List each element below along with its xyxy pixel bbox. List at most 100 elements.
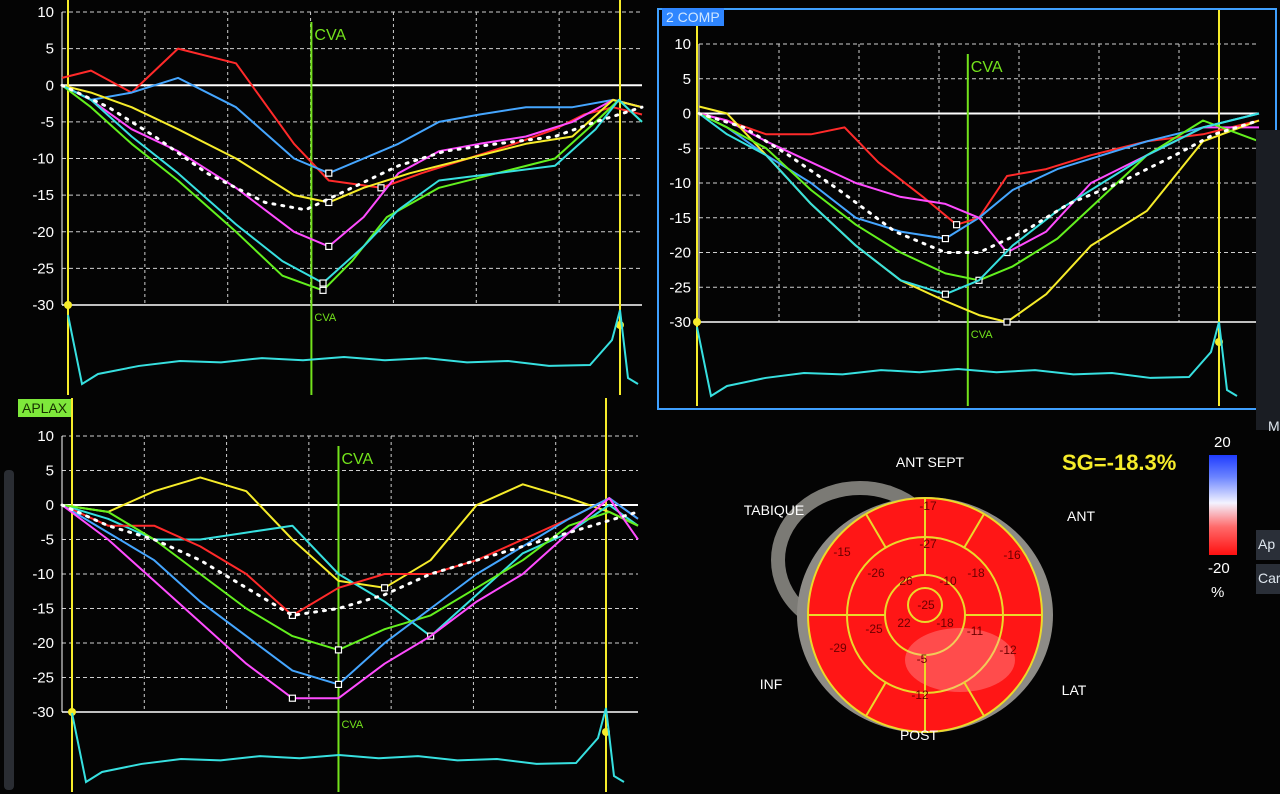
- bullseye-plot: -17 -16 -12 -12 -29 -15 -27 -18 -11 -5 -…: [690, 420, 1130, 760]
- seg-apical-4: 26: [899, 574, 913, 588]
- sync-marker-dot: [693, 318, 701, 326]
- label-lat: LAT: [1062, 682, 1087, 698]
- scale-max-label: 20: [1214, 434, 1231, 451]
- bullseye-dividers: [808, 498, 1042, 732]
- label-ant: ANT: [1067, 508, 1095, 524]
- peak-marker-yellow: [1003, 318, 1011, 326]
- peak-marker-yellow: [325, 198, 333, 207]
- seg-basal-4: -12: [911, 688, 929, 702]
- seg-apex: -25: [917, 598, 935, 612]
- label-post: POST: [900, 727, 939, 743]
- seg-mid-5: -25: [865, 622, 883, 636]
- peak-marker-blue: [941, 235, 949, 243]
- peak-marker-cyan: [941, 290, 949, 298]
- two-chamber-strain-chart[interactable]: 10 5 0 -5 -10 -15 -20 -25 -30 CVA CVA: [657, 8, 1277, 410]
- y-tick-label: 5: [46, 463, 54, 480]
- cva-marker-label: CVA: [341, 451, 373, 468]
- peak-marker-green: [334, 646, 343, 654]
- right-menu-item-car[interactable]: [1256, 564, 1280, 594]
- seg-mid-4: -5: [917, 652, 928, 666]
- y-tick-label: -10: [669, 175, 691, 192]
- seg-mid-2: -18: [967, 566, 985, 580]
- cva-marker-label: CVA: [971, 59, 1003, 76]
- peak-marker-yellow: [380, 584, 389, 592]
- aplax-strain-svg: 10 5 0 -5 -10 -15 -20 -25 -30 CVA CVA: [32, 398, 640, 792]
- strain-series-cyan: [61, 84, 643, 284]
- right-menu-text-ap: Ap: [1258, 536, 1276, 552]
- y-tick-label: -15: [32, 601, 54, 618]
- seg-basal-3: -12: [999, 643, 1017, 657]
- right-menu-text-car: Car: [1258, 570, 1280, 586]
- peak-marker-green: [319, 286, 327, 294]
- right-menu-item-ap[interactable]: [1256, 530, 1280, 560]
- label-ant-sept: ANT SEPT: [896, 454, 965, 470]
- seg-mid-3: -11: [967, 624, 984, 638]
- y-tick-label: 0: [46, 77, 54, 94]
- seg-mid-6: -26: [867, 566, 885, 580]
- bullseye-apex: [907, 587, 943, 623]
- y-tick-label: -30: [32, 297, 54, 314]
- peak-marker-red: [377, 184, 385, 192]
- two-chamber-view-tag[interactable]: 2 COMP: [662, 8, 724, 26]
- seg-apical-1: -10: [939, 574, 957, 588]
- y-tick-label: -25: [669, 279, 691, 296]
- aplax-strain-chart: 10 5 0 -5 -10 -15 -20 -25 -30 CVA CVA: [0, 398, 650, 794]
- seg-basal-6: -15: [833, 545, 851, 559]
- bullseye-svg: -17 -16 -12 -12 -29 -15 -27 -18 -11 -5 -…: [744, 454, 1096, 743]
- y-tick-label: -15: [32, 187, 54, 204]
- y-tick-label: -20: [669, 245, 691, 262]
- seg-basal-2: -16: [1003, 548, 1021, 562]
- strain-series-white: [697, 112, 1261, 254]
- strain-series-green: [698, 112, 1260, 282]
- y-tick-label: -10: [32, 566, 54, 583]
- y-tick-label: -5: [41, 532, 54, 549]
- ecg-trace: [67, 309, 639, 386]
- y-tick-label: -15: [669, 210, 691, 227]
- seg-basal-1: -17: [919, 499, 937, 513]
- cva-marker-bottom-label: CVA: [341, 719, 363, 731]
- peak-marker-red: [288, 611, 296, 619]
- y-tick-label: -25: [32, 260, 54, 277]
- peak-marker-magenta: [288, 694, 296, 702]
- peak-marker-blue: [325, 169, 333, 177]
- y-tick-label: 5: [46, 41, 54, 58]
- cva-marker-bottom-label: CVA: [971, 329, 993, 341]
- peak-marker-blue: [334, 680, 343, 688]
- y-tick-label: -30: [32, 704, 54, 721]
- strain-series-white: [60, 503, 640, 617]
- strain-series-yellow: [61, 84, 643, 204]
- y-tick-label: 10: [674, 36, 691, 53]
- top-left-strain-chart: 10 5 0 -5 -10 -15 -20 -25 -30 CVA CVA: [0, 0, 650, 400]
- peak-marker-red: [953, 221, 961, 229]
- sync-marker-dot: [68, 708, 76, 716]
- y-tick-label: 10: [37, 4, 54, 21]
- y-tick-label: 0: [46, 497, 54, 514]
- y-tick-label: -20: [32, 224, 54, 241]
- peak-marker-magenta: [325, 242, 333, 250]
- cva-marker-label: CVA: [314, 27, 346, 44]
- strain-series-cyan: [698, 112, 1260, 296]
- strain-color-scale: [1209, 455, 1237, 555]
- left-scrollbar[interactable]: [4, 470, 14, 790]
- strain-series-blue: [61, 76, 643, 175]
- label-inf: INF: [760, 676, 783, 692]
- right-menu-text-m: M: [1268, 418, 1280, 434]
- two-chamber-strain-svg: 10 5 0 -5 -10 -15 -20 -25 -30 CVA CVA: [669, 10, 1261, 406]
- strain-series-magenta: [61, 497, 639, 700]
- y-tick-label: 5: [683, 71, 691, 88]
- scale-unit-label: %: [1211, 584, 1225, 601]
- strain-series-magenta: [61, 84, 643, 248]
- strain-series-green: [61, 504, 639, 651]
- strain-series-red: [61, 47, 643, 189]
- right-side-panel[interactable]: [1256, 130, 1280, 430]
- strain-series-red: [698, 112, 1260, 226]
- strain-series-yellow: [61, 476, 639, 589]
- label-tabique: TABIQUE: [744, 502, 804, 518]
- seg-basal-5: -29: [829, 641, 847, 655]
- scale-min-label: -20: [1208, 560, 1230, 577]
- strain-series-white: [60, 83, 644, 212]
- cva-marker-bottom-label: CVA: [314, 312, 336, 324]
- bullseye-glare: [905, 628, 1015, 692]
- aplax-view-tag[interactable]: APLAX: [18, 399, 72, 417]
- ecg-trace: [71, 707, 625, 784]
